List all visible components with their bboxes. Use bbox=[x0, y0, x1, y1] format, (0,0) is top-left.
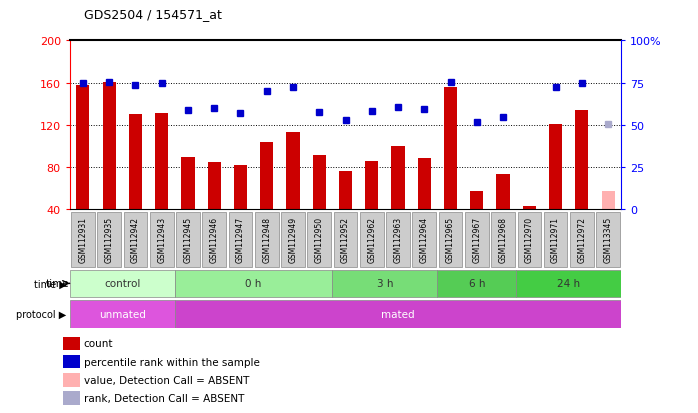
FancyBboxPatch shape bbox=[229, 212, 252, 267]
Text: 3 h: 3 h bbox=[377, 279, 393, 289]
FancyBboxPatch shape bbox=[174, 270, 332, 298]
Bar bbox=[339, 172, 352, 210]
Bar bbox=[260, 142, 274, 210]
Text: GSM112943: GSM112943 bbox=[157, 216, 166, 263]
Text: protocol ▶: protocol ▶ bbox=[16, 309, 66, 319]
Text: GSM112965: GSM112965 bbox=[446, 216, 455, 263]
Bar bbox=[63, 392, 80, 405]
Bar bbox=[444, 88, 457, 210]
Text: GSM112964: GSM112964 bbox=[419, 216, 429, 263]
Text: GSM113345: GSM113345 bbox=[604, 216, 613, 263]
Bar bbox=[155, 114, 168, 210]
Text: GSM112971: GSM112971 bbox=[551, 216, 560, 263]
Text: time: time bbox=[45, 279, 69, 289]
FancyBboxPatch shape bbox=[334, 212, 357, 267]
Text: GSM112950: GSM112950 bbox=[315, 216, 324, 263]
FancyBboxPatch shape bbox=[307, 212, 331, 267]
Bar bbox=[129, 115, 142, 210]
Text: GSM112946: GSM112946 bbox=[209, 216, 218, 263]
Text: 24 h: 24 h bbox=[557, 279, 580, 289]
Text: GSM112963: GSM112963 bbox=[394, 216, 403, 263]
FancyBboxPatch shape bbox=[360, 212, 384, 267]
FancyBboxPatch shape bbox=[544, 212, 567, 267]
Bar bbox=[549, 124, 562, 210]
Bar bbox=[234, 166, 247, 210]
Text: GDS2504 / 154571_at: GDS2504 / 154571_at bbox=[84, 8, 222, 21]
Text: GSM112948: GSM112948 bbox=[262, 216, 272, 263]
FancyBboxPatch shape bbox=[491, 212, 515, 267]
Bar bbox=[63, 337, 80, 350]
Bar bbox=[417, 158, 431, 210]
Text: 6 h: 6 h bbox=[468, 279, 485, 289]
Bar bbox=[575, 111, 588, 210]
Text: 0 h: 0 h bbox=[246, 279, 262, 289]
Bar bbox=[286, 133, 299, 210]
Text: GSM112945: GSM112945 bbox=[184, 216, 193, 263]
FancyBboxPatch shape bbox=[332, 270, 438, 298]
Bar bbox=[208, 162, 221, 210]
FancyBboxPatch shape bbox=[71, 212, 95, 267]
FancyBboxPatch shape bbox=[438, 270, 517, 298]
Bar bbox=[181, 157, 195, 210]
Text: GSM112947: GSM112947 bbox=[236, 216, 245, 263]
Text: rank, Detection Call = ABSENT: rank, Detection Call = ABSENT bbox=[84, 393, 244, 403]
FancyBboxPatch shape bbox=[176, 212, 200, 267]
FancyBboxPatch shape bbox=[124, 212, 147, 267]
Text: mated: mated bbox=[381, 309, 415, 319]
Bar bbox=[470, 192, 484, 210]
Text: GSM112967: GSM112967 bbox=[473, 216, 482, 263]
FancyBboxPatch shape bbox=[174, 300, 621, 328]
Text: GSM112972: GSM112972 bbox=[577, 216, 586, 263]
Text: GSM112942: GSM112942 bbox=[131, 216, 140, 263]
Bar bbox=[313, 156, 326, 210]
FancyBboxPatch shape bbox=[70, 300, 174, 328]
FancyBboxPatch shape bbox=[255, 212, 279, 267]
Bar bbox=[63, 373, 80, 387]
FancyBboxPatch shape bbox=[413, 212, 436, 267]
Bar bbox=[392, 147, 405, 210]
Bar bbox=[496, 175, 510, 210]
Text: GSM112962: GSM112962 bbox=[367, 216, 376, 263]
Text: GSM112949: GSM112949 bbox=[288, 216, 297, 263]
Text: percentile rank within the sample: percentile rank within the sample bbox=[84, 357, 260, 367]
Text: time ▶: time ▶ bbox=[34, 279, 66, 289]
Bar bbox=[63, 355, 80, 368]
FancyBboxPatch shape bbox=[202, 212, 226, 267]
FancyBboxPatch shape bbox=[150, 212, 174, 267]
Text: unmated: unmated bbox=[99, 309, 146, 319]
Text: GSM112931: GSM112931 bbox=[78, 216, 87, 263]
FancyBboxPatch shape bbox=[596, 212, 620, 267]
FancyBboxPatch shape bbox=[98, 212, 121, 267]
Text: GSM112935: GSM112935 bbox=[105, 216, 114, 263]
FancyBboxPatch shape bbox=[386, 212, 410, 267]
FancyBboxPatch shape bbox=[439, 212, 462, 267]
Bar bbox=[103, 82, 116, 210]
Bar bbox=[365, 161, 378, 210]
Text: GSM112968: GSM112968 bbox=[498, 216, 507, 263]
Text: GSM112970: GSM112970 bbox=[525, 216, 534, 263]
FancyBboxPatch shape bbox=[70, 270, 174, 298]
FancyBboxPatch shape bbox=[570, 212, 593, 267]
FancyBboxPatch shape bbox=[517, 212, 541, 267]
Text: value, Detection Call = ABSENT: value, Detection Call = ABSENT bbox=[84, 375, 249, 385]
Text: count: count bbox=[84, 339, 113, 349]
FancyBboxPatch shape bbox=[465, 212, 489, 267]
FancyBboxPatch shape bbox=[281, 212, 305, 267]
Bar bbox=[602, 192, 615, 210]
Bar bbox=[76, 85, 89, 210]
Bar bbox=[523, 206, 536, 210]
Text: control: control bbox=[104, 279, 140, 289]
Text: GSM112952: GSM112952 bbox=[341, 216, 350, 263]
FancyBboxPatch shape bbox=[517, 270, 621, 298]
